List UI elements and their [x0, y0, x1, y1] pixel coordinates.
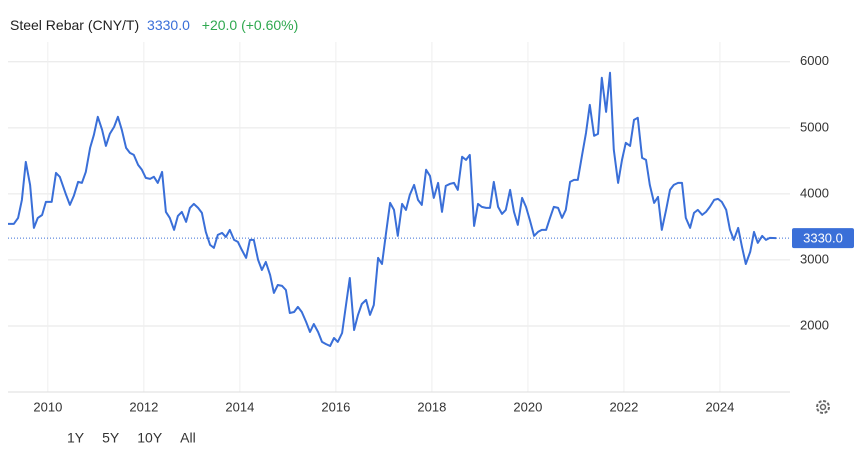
settings-icon[interactable] [816, 400, 830, 414]
change: +20.0 (+0.60%) [202, 17, 299, 33]
price-line [8, 71, 777, 347]
y-tick-label: 3000 [800, 251, 829, 266]
chart-title: Steel Rebar (CNY/T) [10, 17, 139, 33]
y-tick-label: 2000 [800, 317, 829, 332]
gear-teeth [816, 400, 830, 414]
x-tick-label: 2020 [513, 399, 542, 414]
x-tick-label: 2016 [321, 399, 350, 414]
y-tick-label: 6000 [800, 53, 829, 68]
x-tick-label: 2012 [129, 399, 158, 414]
price: 3330.0 [147, 17, 190, 33]
last-price-box [792, 228, 854, 249]
chart-header: Steel Rebar (CNY/T) 3330.0 +20.0 (+0.60%… [10, 17, 298, 33]
range-button[interactable]: 5Y [102, 430, 120, 446]
x-tick-label: 2022 [609, 399, 638, 414]
range-button[interactable]: 1Y [67, 430, 85, 446]
gear-hole [819, 403, 827, 411]
x-tick-label: 2024 [705, 399, 734, 414]
range-button[interactable]: All [180, 430, 196, 446]
y-tick-label: 4000 [800, 185, 829, 200]
last-price-label: 3330.0 [803, 231, 843, 246]
range-button[interactable]: 10Y [137, 430, 163, 446]
x-tick-label: 2018 [417, 399, 446, 414]
x-tick-label: 2014 [225, 399, 254, 414]
y-tick-label: 5000 [800, 119, 829, 134]
x-tick-label: 2010 [33, 399, 62, 414]
